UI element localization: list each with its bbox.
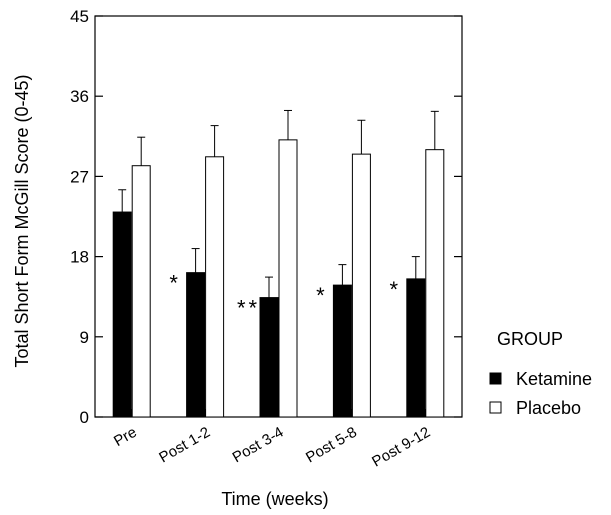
bars [112,109,445,418]
legend-swatch-placebo [489,401,502,414]
x-tick-label: Post 5-8 [303,424,360,467]
significance-marker: ** [237,296,260,321]
bar-placebo [425,149,445,418]
bar-placebo [278,139,298,418]
legend-title: GROUP [497,329,563,349]
bar-ketamine [186,272,206,418]
significance-marker: * [169,271,181,296]
bar-ketamine [259,297,279,418]
y-tick-label: 9 [80,328,89,347]
x-tick-label: Post 1-2 [156,424,213,467]
x-tick-label: Post 3-4 [230,424,287,467]
x-tick-label: Pre [111,424,140,450]
y-axis-title: Total Short Form McGill Score (0-45) [12,74,32,367]
legend-swatch-ketamine [489,372,502,385]
x-tick-label: Post 9-12 [369,424,433,471]
bar-ketamine [332,284,352,418]
significance-marker: * [316,283,328,308]
legend: GROUP Ketamine Placebo [489,329,592,418]
x-axis-title: Time (weeks) [221,489,328,509]
bar-ketamine [112,211,132,418]
y-tick-label: 36 [70,87,89,106]
y-tick-label: 18 [70,248,89,267]
y-tick-label: 0 [80,408,89,427]
bar-ketamine [406,278,426,418]
bar-placebo [351,153,371,418]
y-tick-label: 45 [70,7,89,26]
legend-entry-placebo: Placebo [516,398,581,418]
legend-entry-ketamine: Ketamine [516,369,592,389]
significance-marker: * [390,277,402,302]
y-tick-label: 27 [70,167,89,186]
bar-placebo [205,156,225,418]
bar-placebo [131,165,151,418]
